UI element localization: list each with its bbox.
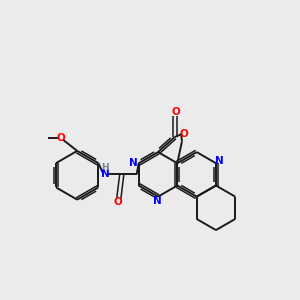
Text: O: O xyxy=(180,129,189,139)
Text: N: N xyxy=(153,196,162,206)
Text: O: O xyxy=(113,197,122,207)
Text: O: O xyxy=(171,107,180,117)
Text: N: N xyxy=(101,169,110,179)
Text: H: H xyxy=(102,163,109,172)
Text: O: O xyxy=(56,133,65,143)
Text: N: N xyxy=(129,158,138,168)
Text: N: N xyxy=(214,156,223,167)
